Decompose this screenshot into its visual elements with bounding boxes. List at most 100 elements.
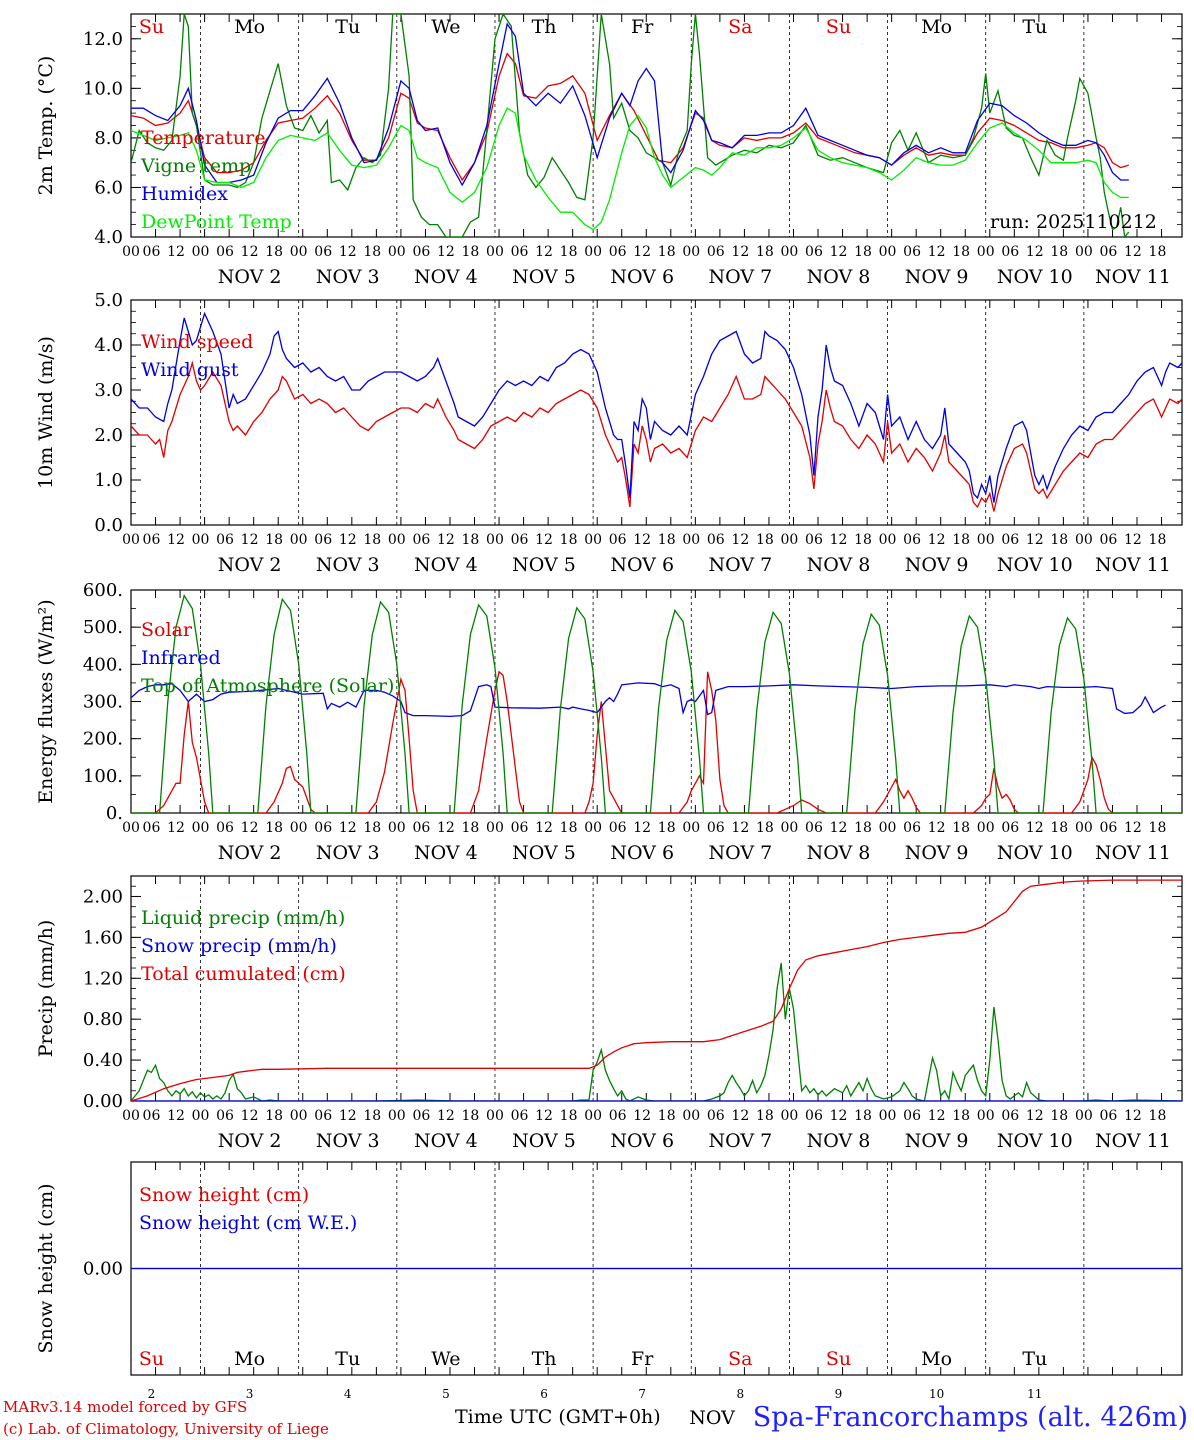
credit-line-1: MARv3.14 model forced by GFS [3,1398,248,1416]
date-label: NOV 10 [997,842,1073,864]
hour-tick-label: 18 [363,820,381,836]
hour-tick-label: 18 [265,244,283,260]
hour-tick-label: 12 [731,532,749,548]
legend-wind-speed: Wind speed [141,331,254,353]
hour-tick-label: 18 [854,1108,872,1124]
hour-tick-label: 06 [216,244,234,260]
hour-tick-label: 00 [780,820,798,836]
hour-tick-label: 12 [731,1108,749,1124]
hour-tick-label: 00 [780,244,798,260]
date-label: NOV 8 [807,842,871,864]
hour-tick-label: 00 [879,532,897,548]
hour-tick-label: 12 [1124,532,1142,548]
hour-tick-label: 18 [462,244,480,260]
date-label: NOV 2 [218,554,282,576]
station-name: Spa-Francorchamps (alt. 426m) [752,1402,1188,1433]
y-tick-label: 4.0 [94,335,123,356]
date-label: NOV 9 [905,554,969,576]
hour-tick-label: 12 [830,532,848,548]
hour-tick-label: 12 [1026,820,1044,836]
hour-tick-label: 00 [879,1108,897,1124]
y-tick-label: 6.0 [94,177,123,198]
hour-tick-label: 12 [1124,820,1142,836]
hour-tick-label: 12 [830,1108,848,1124]
hour-tick-label: 06 [609,532,627,548]
hour-tick-label: 06 [1099,532,1117,548]
hour-tick-label: 12 [535,1108,553,1124]
hour-tick-label: 00 [584,820,602,836]
y-tick-label: 12.0 [83,29,123,50]
legend-vigne-temp: Vigne temp [141,155,252,177]
hour-tick-label: 18 [1050,532,1068,548]
y-axis-label-precip: Precip (mm/h) [35,920,57,1058]
hour-tick-label: 06 [412,244,430,260]
day-name-bottom: Su [826,1348,851,1370]
series-line-solar [131,670,1182,813]
hour-tick-label: 00 [977,1108,995,1124]
hour-tick-label: 18 [1050,244,1068,260]
hour-tick-label: 00 [122,244,140,260]
y-tick-label: 200. [83,729,123,750]
date-label: NOV 10 [997,1130,1073,1152]
hour-tick-label: 06 [1099,1108,1117,1124]
hour-tick-label: 12 [167,1108,185,1124]
hour-tick-label: 18 [952,1108,970,1124]
hour-tick-label: 12 [830,820,848,836]
hour-tick-label: 06 [707,820,725,836]
hour-tick-label: 06 [805,1108,823,1124]
hour-tick-label: 18 [756,532,774,548]
hour-tick-label: 18 [658,820,676,836]
hour-tick-label: 06 [314,1108,332,1124]
series-line-humidex [131,22,1129,187]
hour-tick-label: 12 [535,532,553,548]
day-name-bottom: Sa [728,1348,752,1370]
hour-tick-label: 06 [1001,244,1019,260]
hour-tick-label: 00 [1075,244,1093,260]
date-label: NOV 2 [218,842,282,864]
hour-tick-label: 00 [977,244,995,260]
hour-tick-label: 06 [143,532,161,548]
hour-tick-label: 00 [192,244,210,260]
hour-tick-label: 00 [388,244,406,260]
date-label: NOV 11 [1095,554,1171,576]
hour-tick-label: 00 [388,532,406,548]
y-tick-label: 0. [106,803,123,824]
hour-tick-label: 00 [780,1108,798,1124]
hour-tick-label: 06 [314,532,332,548]
hour-tick-label: 18 [363,244,381,260]
legend-humidex: Humidex [141,183,229,205]
hour-tick-label: 18 [756,820,774,836]
hour-tick-label: 00 [192,820,210,836]
date-label: NOV 7 [708,554,772,576]
legend-temperature: Temperature [141,127,266,149]
hour-tick-label: 06 [609,820,627,836]
date-label: NOV 6 [610,1130,674,1152]
hour-tick-label: 18 [952,820,970,836]
date-label: NOV 8 [807,1130,871,1152]
hour-tick-label: 12 [1026,244,1044,260]
day-name-bottom: Mo [921,1348,952,1370]
y-tick-label: 2.00 [83,886,123,907]
hour-tick-label: 12 [731,820,749,836]
date-label: NOV 4 [414,842,478,864]
date-label: NOV 8 [807,266,871,288]
date-label: NOV 5 [512,842,576,864]
day-number: 2 [148,1387,156,1401]
date-label: NOV 4 [414,266,478,288]
hour-tick-label: 06 [143,244,161,260]
hour-tick-label: 18 [1149,1108,1167,1124]
hour-tick-label: 00 [682,1108,700,1124]
hour-tick-label: 00 [290,820,308,836]
day-name-top: Su [826,16,851,38]
hour-tick-label: 18 [952,532,970,548]
y-tick-label: 500. [83,617,123,638]
y-tick-label: 0.80 [83,1009,123,1030]
series-line-wind-speed [131,360,1182,512]
hour-tick-label: 18 [1050,820,1068,836]
y-tick-label: 5.0 [94,290,123,311]
hour-tick-label: 06 [314,820,332,836]
day-number: 10 [929,1387,944,1401]
hour-tick-label: 06 [143,1108,161,1124]
day-name-top: Th [532,16,557,38]
day-name-bottom: Th [532,1348,557,1370]
